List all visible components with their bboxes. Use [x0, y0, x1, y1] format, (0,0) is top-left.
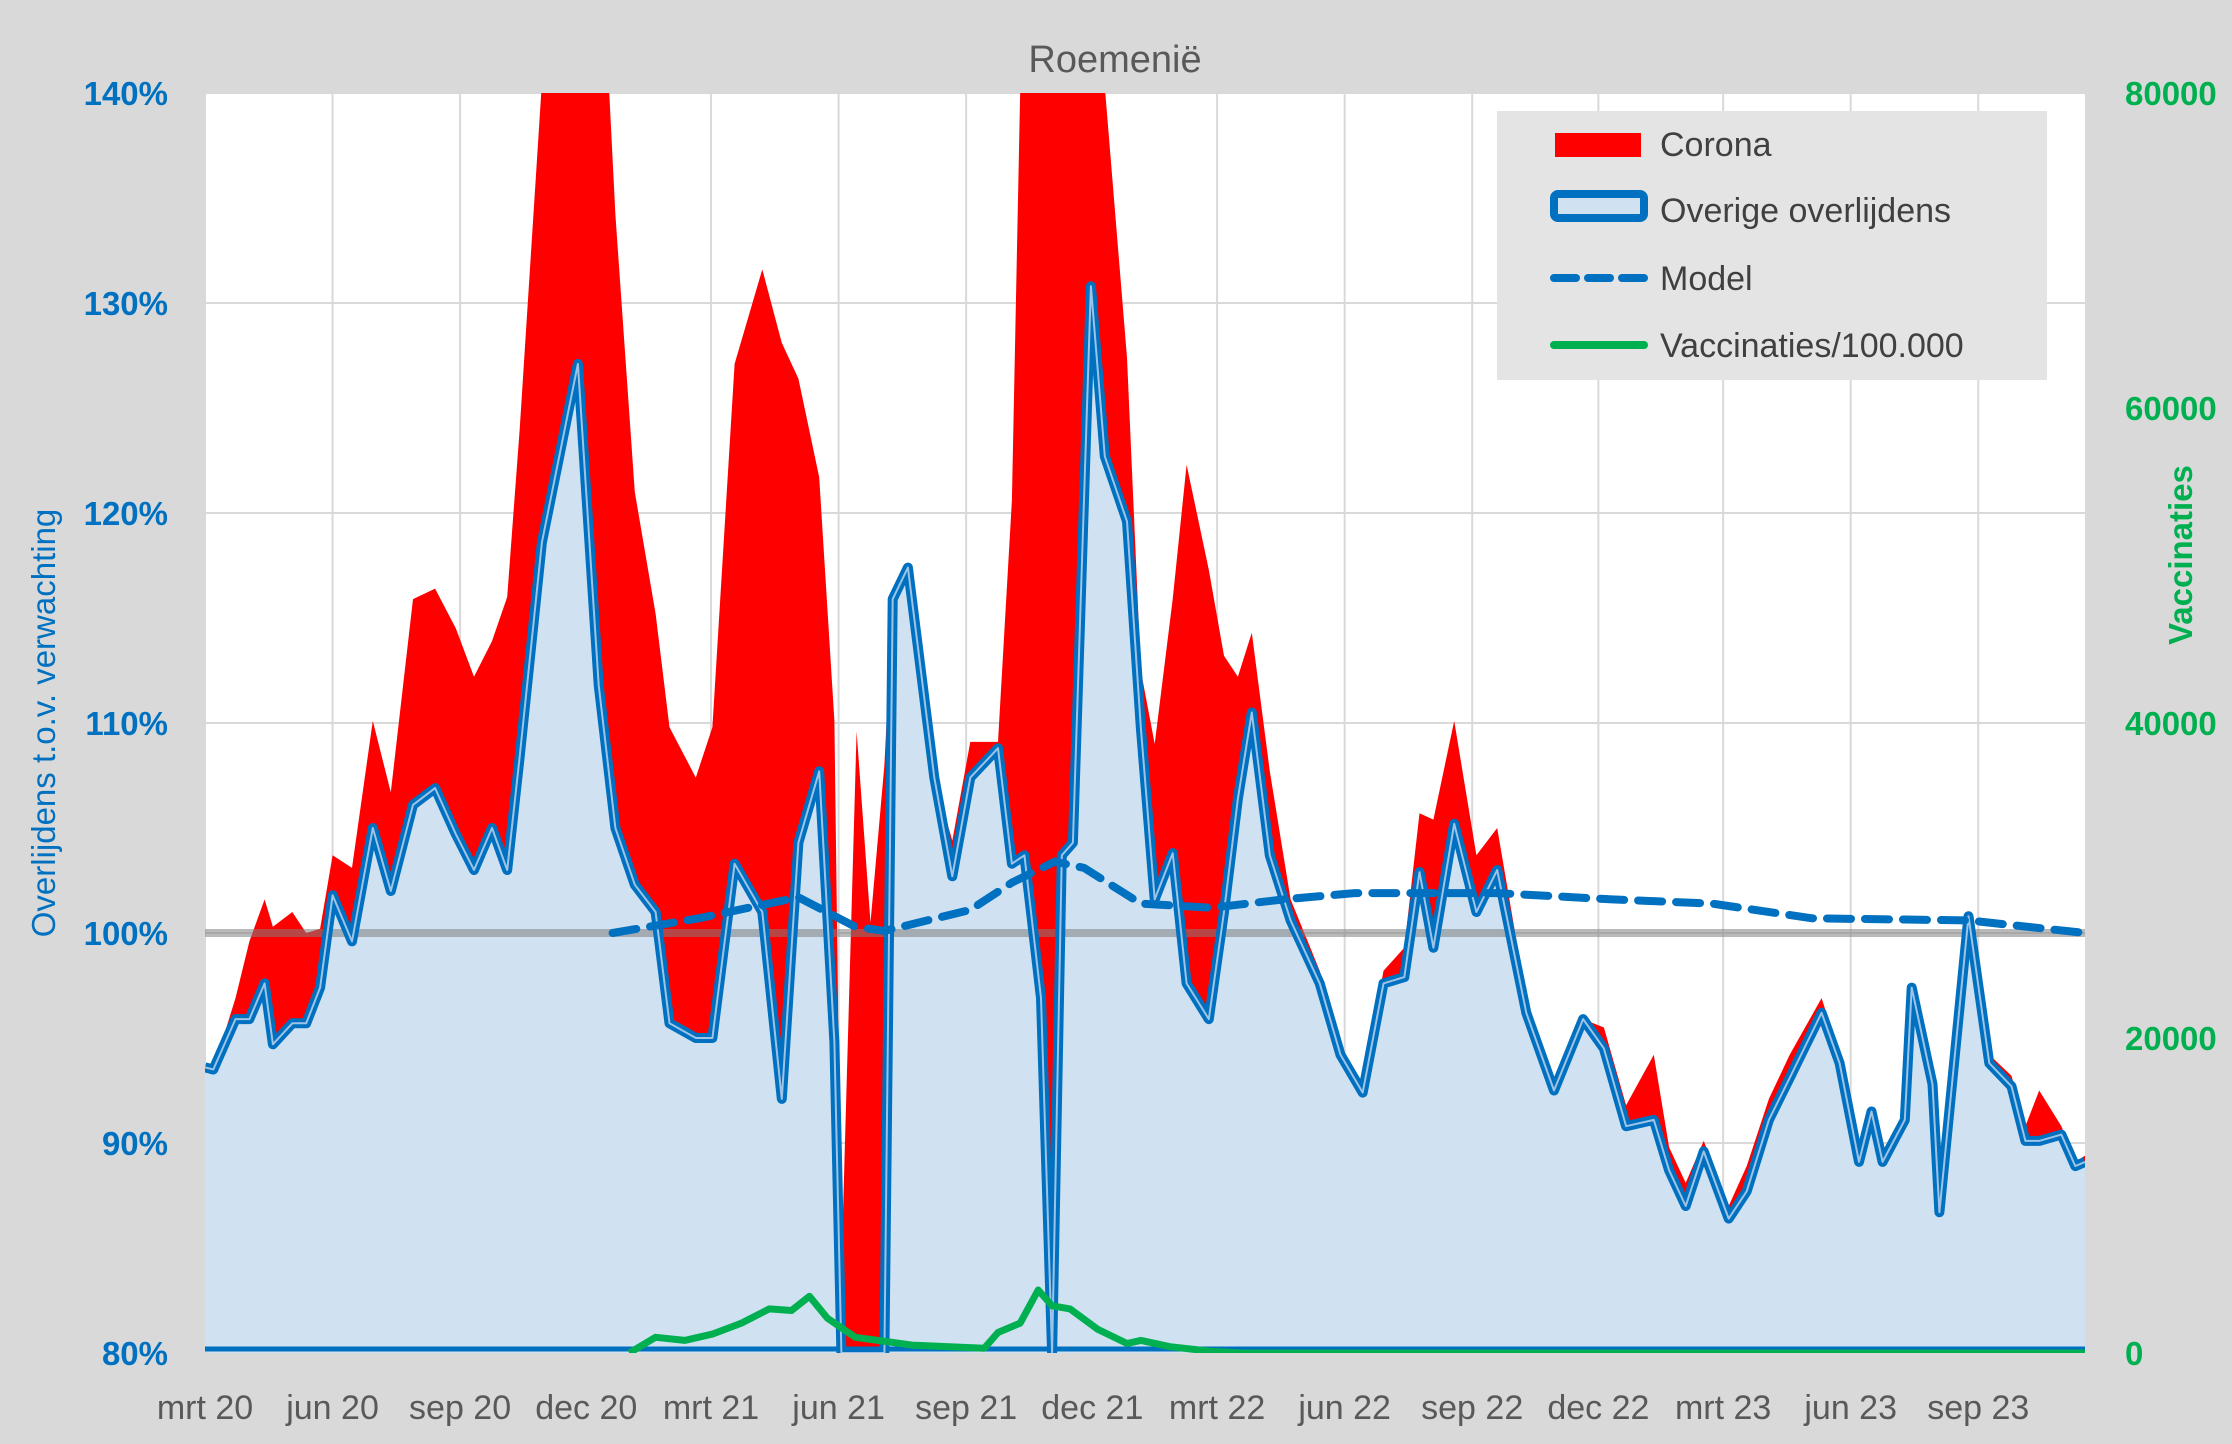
x-tick-label: mrt 21 [663, 1389, 759, 1427]
legend-label: Corona [1660, 126, 1772, 164]
x-tick-label: sep 22 [1421, 1389, 1523, 1427]
y2-tick-label: 60000 [2125, 390, 2217, 427]
x-tick-label: sep 21 [915, 1389, 1017, 1427]
y-tick-label: 80% [102, 1335, 168, 1372]
legend-label: Model [1660, 260, 1753, 298]
legend: Corona Overige overlijdens Model Vaccina… [1497, 111, 2047, 380]
x-tick-label: jun 21 [791, 1389, 885, 1427]
x-tick-label: dec 22 [1547, 1389, 1649, 1427]
x-tick-label: jun 20 [285, 1389, 379, 1427]
y-tick-label: 110% [85, 705, 168, 742]
y-tick-label: 140% [84, 75, 168, 112]
x-tick-label: sep 23 [1927, 1389, 2029, 1427]
legend-label: Vaccinaties/100.000 [1660, 327, 1964, 365]
vaccinaties-line [627, 1286, 2085, 1353]
chart-title: Roemenië [1028, 39, 1201, 81]
legend-label: Overige overlijdens [1660, 192, 1951, 230]
x-tick-label: mrt 23 [1675, 1389, 1771, 1427]
x-tick-label: mrt 22 [1169, 1389, 1265, 1427]
y-axis-title: Overlijdens t.o.v. verwachting [25, 509, 62, 938]
y-tick-label: 120% [84, 495, 168, 532]
red-area-swatch-icon [1555, 133, 1641, 157]
y-tick-label: 100% [84, 915, 168, 952]
x-tick-label: dec 20 [535, 1389, 637, 1427]
y-tick-label: 130% [84, 285, 168, 322]
model-line [608, 857, 2085, 937]
blue-outlined-area-swatch-icon [1550, 190, 1648, 222]
y2-axis-title: Vaccinaties [2162, 465, 2199, 645]
x-tick-label: dec 21 [1041, 1389, 1143, 1427]
y2-tick-label: 40000 [2125, 705, 2217, 742]
x-tick-label: sep 20 [409, 1389, 511, 1427]
y-tick-label: 90% [102, 1125, 168, 1162]
overige-line-inner [205, 285, 2085, 1353]
y2-tick-label: 80000 [2125, 75, 2217, 112]
x-tick-label: jun 22 [1297, 1389, 1391, 1427]
x-tick-label: jun 23 [1803, 1389, 1897, 1427]
x-tick-label: mrt 20 [157, 1389, 253, 1427]
y2-tick-label: 20000 [2125, 1020, 2217, 1057]
y2-tick-label: 0 [2125, 1335, 2143, 1372]
data-marks [205, 93, 2085, 1353]
axes: 80% 90% 100% 110% 120% 130% 140% 0 20000 40000 600… [84, 75, 2217, 1427]
